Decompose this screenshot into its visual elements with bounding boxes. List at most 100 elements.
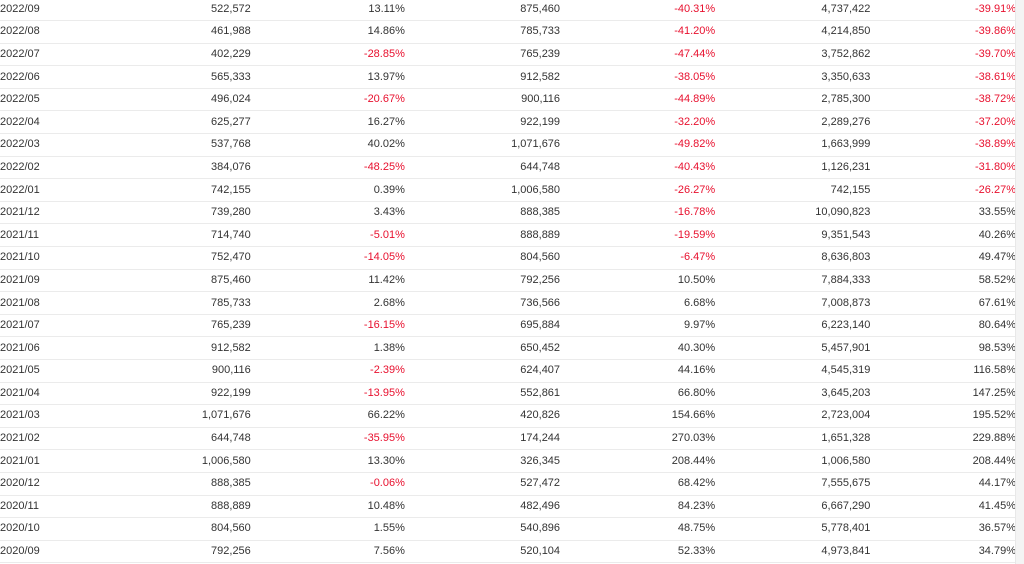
cell-cumulative-revenue: 1,663,999 [715,133,871,157]
cell-month: 2021/09 [0,269,101,293]
table-row: 2022/05 496,024 -20.67% 900,116 -44.89% 2,785… [0,88,1016,112]
table-row: 2021/05 900,116 -2.39% 624,407 44.16% 4,545,3… [0,359,1016,383]
cell-prev-year-revenue: 888,385 [404,201,561,225]
cell-cumulative-yoy-change: -39.91% [870,0,1016,22]
cell-yoy-change: 66.80% [560,382,716,406]
cell-month: 2021/01 [0,449,101,473]
cell-cumulative-yoy-change: 80.64% [870,314,1016,338]
cell-prev-year-revenue: 326,345 [404,449,561,473]
cell-cumulative-yoy-change: -38.72% [870,88,1016,112]
cell-cumulative-revenue: 3,350,633 [715,65,871,89]
cell-month: 2020/12 [0,472,101,496]
cell-yoy-change: -6.47% [560,246,716,270]
table-row: 2020/12 888,385 -0.06% 527,472 68.42% 7,555,6… [0,472,1016,496]
cell-month: 2022/05 [0,88,101,112]
cell-cumulative-revenue: 2,785,300 [715,88,871,112]
cell-cumulative-revenue: 7,884,333 [715,269,871,293]
cell-mom-change: -2.39% [250,359,405,383]
cell-prev-year-revenue: 1,071,676 [404,133,561,157]
cell-cumulative-revenue: 3,752,862 [715,43,871,67]
cell-mom-change: 14.86% [250,20,405,44]
cell-mom-change: 40.02% [250,133,405,157]
cell-prev-year-revenue: 650,452 [404,336,561,360]
cell-mom-change: -14.05% [250,246,405,270]
cell-revenue: 765,239 [100,314,251,338]
cell-cumulative-yoy-change: 49.47% [870,246,1016,270]
cell-revenue: 644,748 [100,427,251,451]
cell-prev-year-revenue: 875,460 [404,0,561,22]
cell-cumulative-yoy-change: 34.79% [870,540,1016,564]
cell-mom-change: -48.25% [250,156,405,180]
cell-revenue: 565,333 [100,65,251,89]
cell-cumulative-revenue: 2,723,004 [715,404,871,428]
cell-yoy-change: -19.59% [560,223,716,248]
cell-cumulative-yoy-change: 147.25% [870,382,1016,406]
table-row: 2022/06 565,333 13.97% 912,582 -38.05% 3,350,… [0,65,1016,89]
cell-prev-year-revenue: 695,884 [404,314,561,338]
cell-cumulative-revenue: 7,008,873 [715,291,871,315]
cell-cumulative-yoy-change: 116.58% [870,359,1016,383]
cell-revenue: 922,199 [100,382,251,406]
cell-mom-change: 66.22% [250,404,405,428]
cell-cumulative-revenue: 4,973,841 [715,540,871,564]
cell-prev-year-revenue: 736,566 [404,291,561,315]
cell-prev-year-revenue: 888,889 [404,223,561,248]
cell-prev-year-revenue: 922,199 [404,110,561,135]
cell-yoy-change: -38.05% [560,65,716,89]
cell-cumulative-yoy-change: -37.20% [870,110,1016,135]
cell-cumulative-revenue: 4,737,422 [715,0,871,22]
cell-revenue: 537,768 [100,133,251,157]
cell-revenue: 900,116 [100,359,251,383]
cell-month: 2020/09 [0,540,101,564]
cell-revenue: 785,733 [100,291,251,315]
cell-prev-year-revenue: 552,861 [404,382,561,406]
cell-month: 2021/11 [0,223,101,248]
cell-month: 2021/02 [0,427,101,451]
cell-month: 2022/08 [0,20,101,44]
cell-cumulative-revenue: 8,636,803 [715,246,871,270]
table-row: 2021/06 912,582 1.38% 650,452 40.30% 5,457,90… [0,336,1016,360]
cell-cumulative-yoy-change: 229.88% [870,427,1016,451]
table-row: 2022/09 522,572 13.11% 875,460 -40.31% 4,737,… [0,0,1016,22]
cell-revenue: 792,256 [100,540,251,564]
cell-month: 2022/01 [0,178,101,202]
cell-month: 2022/06 [0,65,101,89]
cell-cumulative-yoy-change: -39.70% [870,43,1016,67]
cell-mom-change: -35.95% [250,427,405,451]
cell-cumulative-yoy-change: 208.44% [870,449,1016,473]
cell-cumulative-revenue: 1,126,231 [715,156,871,180]
cell-prev-year-revenue: 420,826 [404,404,561,428]
table-row: 2022/04 625,277 16.27% 922,199 -32.20% 2,289,… [0,110,1016,135]
cell-revenue: 875,460 [100,269,251,293]
cell-cumulative-yoy-change: -38.89% [870,133,1016,157]
cell-prev-year-revenue: 804,560 [404,246,561,270]
cell-mom-change: -5.01% [250,223,405,248]
cell-prev-year-revenue: 540,896 [404,517,561,541]
cell-yoy-change: -44.89% [560,88,716,112]
cell-cumulative-revenue: 6,223,140 [715,314,871,338]
cell-yoy-change: -47.44% [560,43,716,67]
cell-mom-change: 10.48% [250,495,405,519]
cell-month: 2020/10 [0,517,101,541]
table-row: 2020/11 888,889 10.48% 482,496 84.23% 6,667,2… [0,495,1016,519]
vertical-scrollbar[interactable] [1015,0,1024,564]
cell-cumulative-revenue: 5,457,901 [715,336,871,360]
cell-cumulative-yoy-change: 33.55% [870,201,1016,225]
cell-revenue: 1,006,580 [100,449,251,473]
cell-month: 2022/04 [0,110,101,135]
cell-yoy-change: 68.42% [560,472,716,496]
cell-yoy-change: 10.50% [560,269,716,293]
table-row: 2022/07 402,229 -28.85% 765,239 -47.44% 3,752… [0,43,1016,67]
cell-cumulative-revenue: 4,214,850 [715,20,871,44]
cell-month: 2021/12 [0,201,101,225]
cell-revenue: 522,572 [100,0,251,22]
cell-mom-change: -16.15% [250,314,405,338]
cell-month: 2022/09 [0,0,101,22]
cell-yoy-change: 270.03% [560,427,716,451]
cell-month: 2021/07 [0,314,101,338]
cell-mom-change: 3.43% [250,201,405,225]
cell-cumulative-yoy-change: -38.61% [870,65,1016,89]
cell-revenue: 888,385 [100,472,251,496]
cell-month: 2021/06 [0,336,101,360]
